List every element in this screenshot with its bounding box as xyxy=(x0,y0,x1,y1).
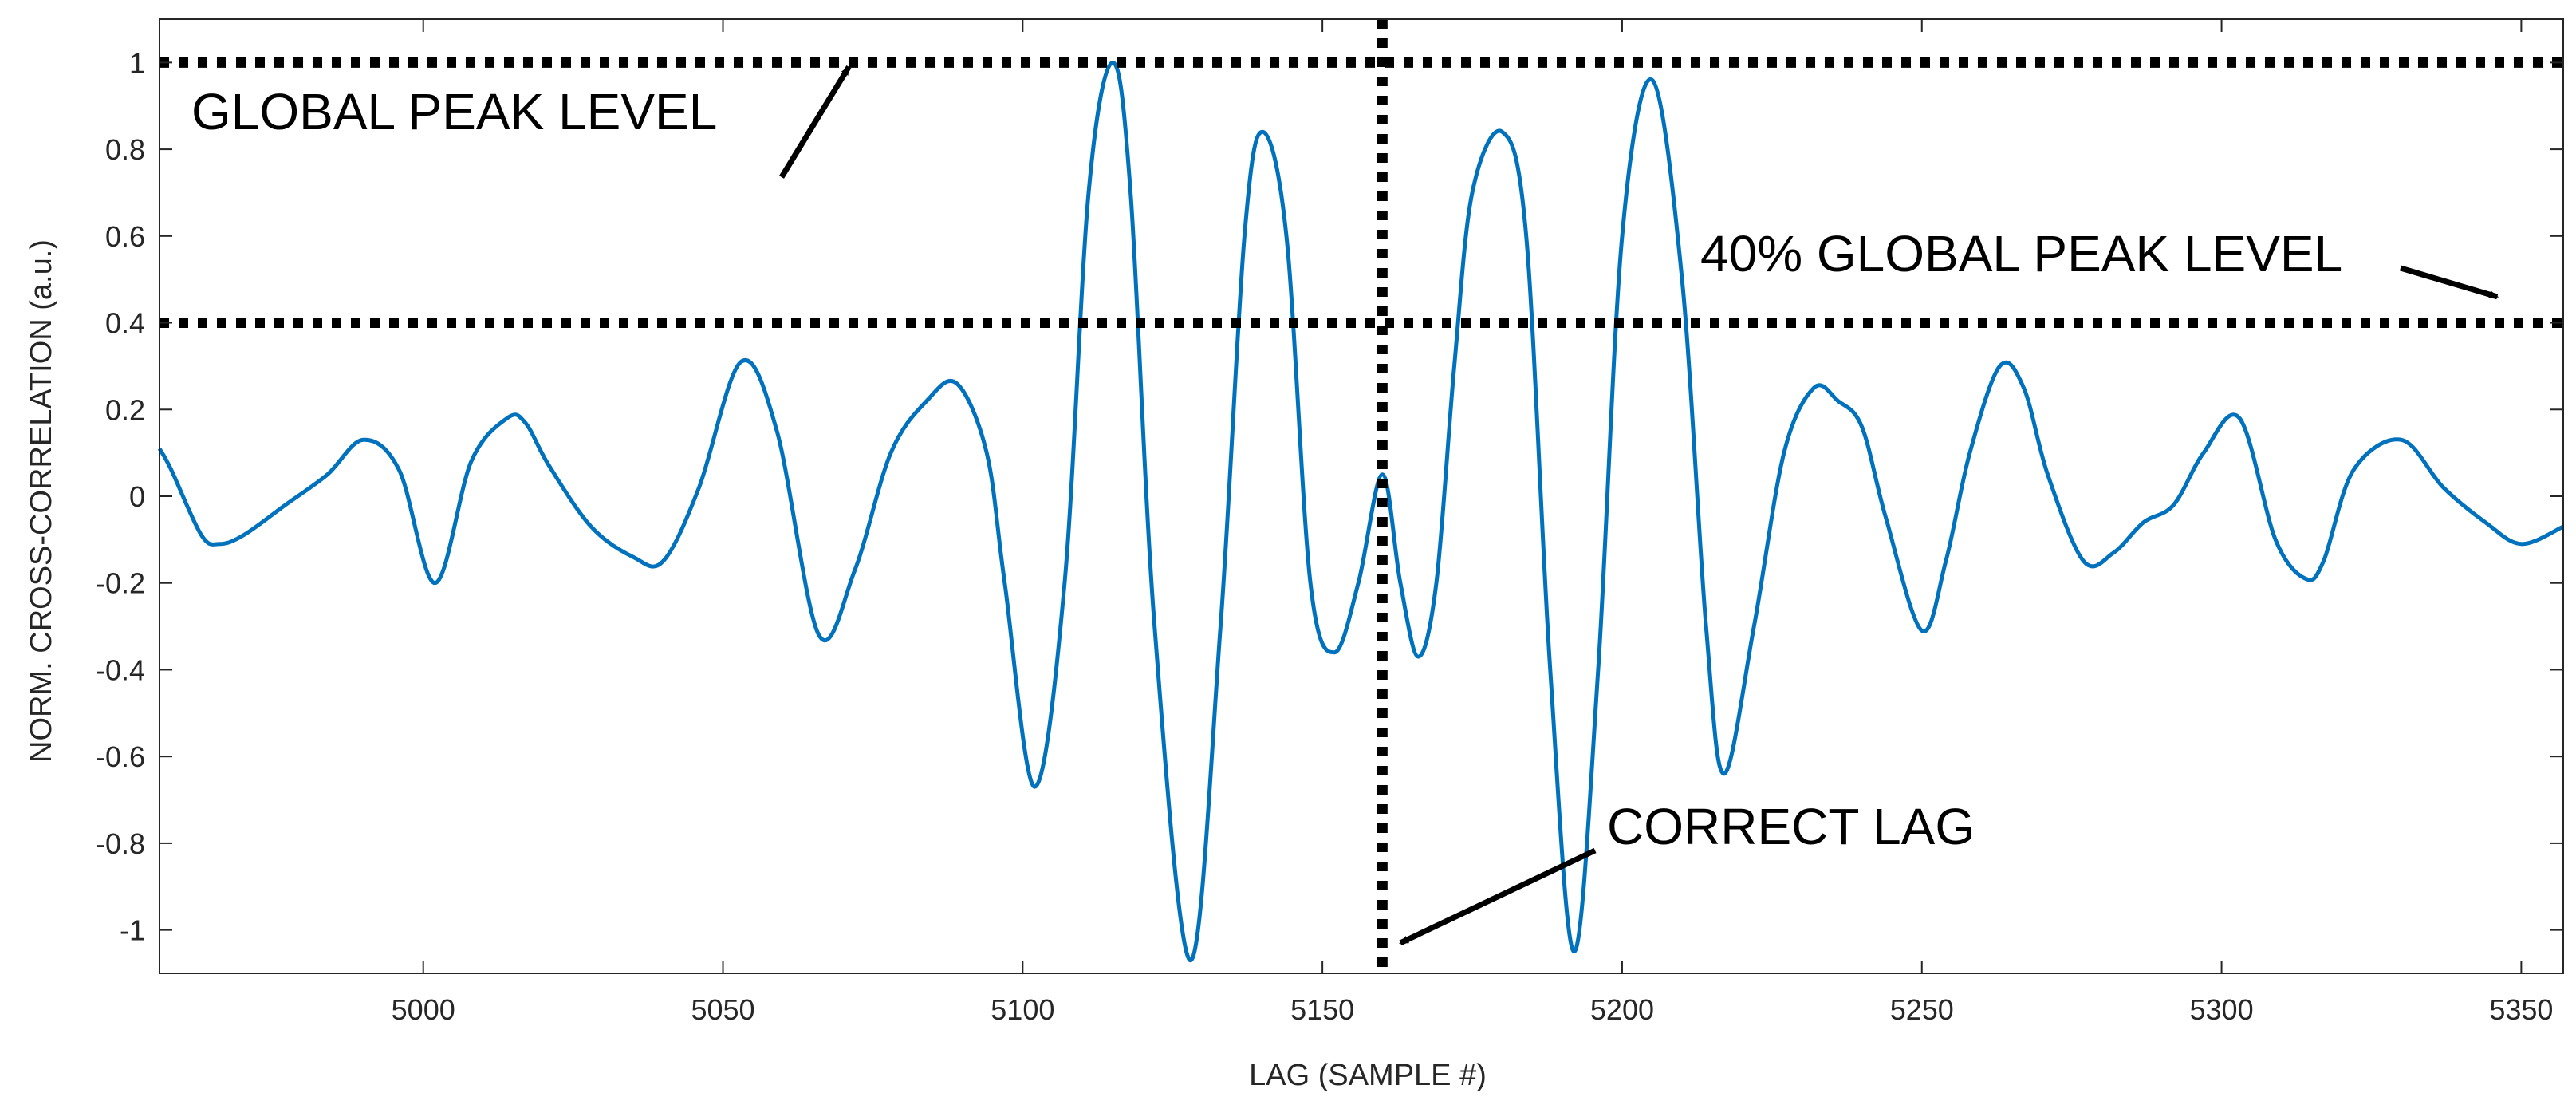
y-tick-label: 0.8 xyxy=(105,133,145,166)
series-line-0 xyxy=(157,60,2565,963)
x-tick-label: 5000 xyxy=(392,993,455,1026)
x-tick-label: 5200 xyxy=(1590,993,1654,1026)
y-tick-label: -0.6 xyxy=(96,740,145,773)
annotation-label-2: CORRECT LAG xyxy=(1607,798,1975,855)
annotation-label-1: 40% GLOBAL PEAK LEVEL xyxy=(1700,225,2342,282)
y-tick-label: 0 xyxy=(129,480,145,513)
plot-area xyxy=(160,19,2563,973)
x-tick-label: 5350 xyxy=(2489,993,2553,1026)
x-tick-label: 5150 xyxy=(1290,993,1354,1026)
y-tick-label: 0.4 xyxy=(105,307,145,340)
annotation-arrow-0 xyxy=(779,65,852,179)
y-tick-label: -0.4 xyxy=(96,653,145,686)
x-tick-label: 5100 xyxy=(991,993,1054,1026)
x-tick-label: 5300 xyxy=(2190,993,2254,1026)
y-tick-label: 0.2 xyxy=(105,393,145,426)
x-tick-label: 5250 xyxy=(1890,993,1954,1026)
y-axis-label: NORM. CROSS-CORRELATION (a.u.) xyxy=(25,239,58,763)
y-tick-label: -1 xyxy=(120,914,145,947)
x-tick-label: 5050 xyxy=(691,993,754,1026)
annotation-label-0: GLOBAL PEAK LEVEL xyxy=(191,83,717,140)
y-tick-label: -0.8 xyxy=(96,827,145,860)
annotation-arrow-2 xyxy=(1399,847,1597,946)
annotation-arrow-1 xyxy=(2400,265,2499,300)
y-tick-label: 0.6 xyxy=(105,220,145,253)
y-tick-label: 1 xyxy=(129,46,145,79)
x-axis-label: LAG (SAMPLE #) xyxy=(1249,1059,1487,1092)
y-tick-label: -0.2 xyxy=(96,567,145,600)
